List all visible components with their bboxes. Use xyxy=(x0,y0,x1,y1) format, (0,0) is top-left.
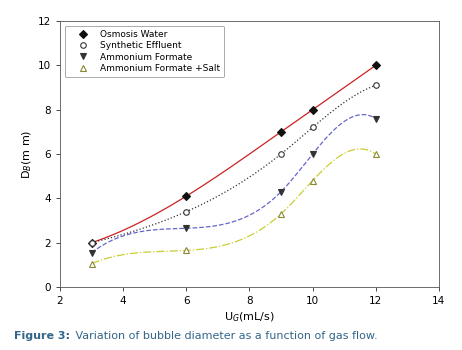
Osmosis Water xyxy=(278,130,284,134)
Ammonium Formate xyxy=(183,226,189,230)
X-axis label: U$_G$(mL/s): U$_G$(mL/s) xyxy=(224,310,275,324)
Ammonium Formate +Salt xyxy=(278,212,284,216)
Line: Ammonium Formate +Salt: Ammonium Formate +Salt xyxy=(89,151,378,266)
Ammonium Formate +Salt xyxy=(183,248,189,253)
Line: Synthetic Effluent: Synthetic Effluent xyxy=(89,83,378,245)
Osmosis Water xyxy=(89,240,94,245)
Synthetic Effluent xyxy=(310,125,316,130)
Synthetic Effluent xyxy=(183,210,189,214)
Ammonium Formate xyxy=(89,251,94,255)
Ammonium Formate xyxy=(278,190,284,194)
Synthetic Effluent xyxy=(373,83,378,88)
Ammonium Formate +Salt xyxy=(89,262,94,266)
Ammonium Formate +Salt xyxy=(310,178,316,183)
Synthetic Effluent xyxy=(278,152,284,156)
Osmosis Water xyxy=(310,107,316,112)
Line: Ammonium Formate: Ammonium Formate xyxy=(89,116,378,256)
Ammonium Formate +Salt xyxy=(373,152,378,156)
Synthetic Effluent xyxy=(89,240,94,245)
Y-axis label: D$_B$(m m): D$_B$(m m) xyxy=(20,130,34,178)
Osmosis Water xyxy=(373,63,378,68)
Osmosis Water xyxy=(183,194,189,198)
Ammonium Formate xyxy=(373,117,378,121)
Ammonium Formate xyxy=(310,152,316,156)
Text: Figure 3:: Figure 3: xyxy=(14,331,70,341)
Legend: Osmosis Water, Synthetic Effluent, Ammonium Formate, Ammonium Formate +Salt: Osmosis Water, Synthetic Effluent, Ammon… xyxy=(65,26,225,77)
Text: Variation of bubble diameter as a function of gas flow.: Variation of bubble diameter as a functi… xyxy=(72,331,377,341)
Line: Osmosis Water: Osmosis Water xyxy=(89,63,378,245)
